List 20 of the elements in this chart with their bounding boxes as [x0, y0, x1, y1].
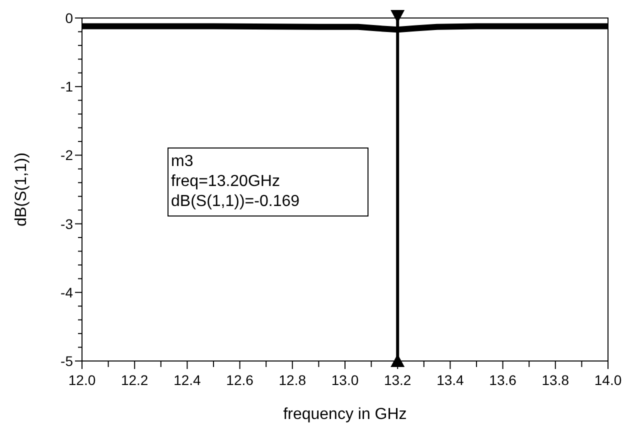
y-tick-label: -5	[60, 353, 74, 369]
x-tick-label: 12.4	[174, 372, 202, 388]
x-tick-label: 13.0	[331, 372, 359, 388]
x-tick-label: 13.2	[384, 372, 412, 388]
y-tick-label: 0	[65, 10, 74, 26]
x-tick-label: 13.8	[542, 372, 570, 388]
y-tick-label: -2	[60, 147, 74, 164]
x-tick-label: 14.0	[594, 372, 622, 388]
annotation: m3 freq=13.20GHz dB(S(1,1))=-0.169	[171, 153, 300, 210]
x-tick-label: 12.6	[226, 372, 254, 388]
x-tick-label: 12.2	[120, 372, 148, 388]
x-tick-label: 12.8	[278, 372, 306, 388]
x-axis-title: frequency in GHz	[283, 406, 407, 423]
y-tick-label: -1	[60, 78, 74, 95]
y-tick-label: -4	[60, 284, 74, 300]
x-tick-label: 12.0	[68, 372, 96, 388]
x-tick-label: 13.4	[436, 372, 464, 388]
x-tick-label: 13.6	[489, 372, 517, 388]
y-axis-title: dB(S(1,1))	[13, 152, 30, 226]
y-tick-label: -3	[60, 216, 74, 232]
